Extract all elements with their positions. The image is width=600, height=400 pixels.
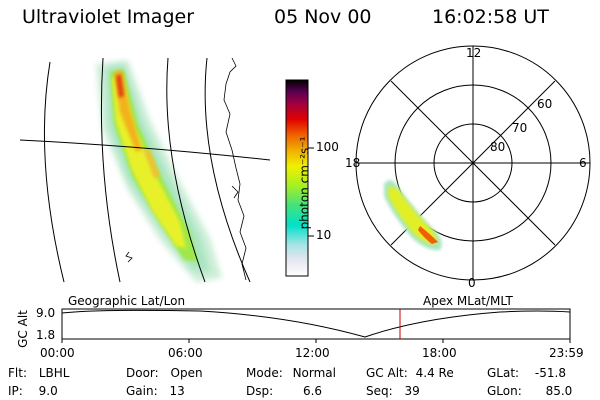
altitude-ylabel: GC Alt xyxy=(15,310,30,348)
info-glon: GLon: 85.0 xyxy=(487,384,572,398)
info-seq-value: 39 xyxy=(404,384,420,398)
info-door-value: Open xyxy=(170,366,203,380)
colorbar-gradient xyxy=(285,79,309,277)
observation-time: 16:02:58 UT xyxy=(432,6,549,28)
info-flt-value: LBHL xyxy=(38,366,70,380)
altitude-xtick-0: 00:00 xyxy=(40,346,75,360)
info-glat: GLat: -51.8 xyxy=(487,366,566,380)
info-door-label: Door: xyxy=(126,366,159,380)
altitude-ytick-bottom: 1.8 xyxy=(36,328,56,342)
polar-label-18: 18 xyxy=(345,156,361,170)
info-mode: Mode: Normal xyxy=(246,366,336,380)
polar-label-60: 60 xyxy=(537,97,553,111)
polar-label-80: 80 xyxy=(490,140,506,154)
info-seq: Seq: 39 xyxy=(366,384,420,398)
lat-lon-grid xyxy=(19,57,271,283)
instrument-title: Ultraviolet Imager xyxy=(22,6,195,28)
info-dsp-value: 6.6 xyxy=(302,384,323,398)
geographic-caption: Geographic Lat/Lon xyxy=(68,294,186,308)
info-ip-label: IP: xyxy=(8,384,23,398)
altitude-xtick-2: 12:00 xyxy=(295,346,330,360)
polar-label-6: 6 xyxy=(579,156,587,170)
info-flt-label: Flt: xyxy=(8,366,27,380)
altitude-xtick-4: 23:59 xyxy=(549,346,584,360)
observation-date: 05 Nov 00 xyxy=(274,6,372,28)
info-door: Door: Open xyxy=(126,366,203,380)
altitude-ytick-top: 9.0 xyxy=(36,306,56,320)
info-glat-value: -51.8 xyxy=(534,366,566,380)
info-gain: Gain: 13 xyxy=(126,384,185,398)
polar-label-12: 12 xyxy=(466,46,482,60)
info-gain-value: 13 xyxy=(169,384,185,398)
info-seq-label: Seq: xyxy=(366,384,393,398)
info-glon-label: GLon: xyxy=(487,384,522,398)
altitude-xtick-3: 18:00 xyxy=(422,346,457,360)
coastline xyxy=(125,57,247,281)
info-ip-value: 9.0 xyxy=(38,384,58,398)
altitude-xtick-1: 06:00 xyxy=(168,346,203,360)
info-mode-value: Normal xyxy=(292,366,336,380)
info-ip: IP: 9.0 xyxy=(8,384,58,398)
colorbar-tick-10: 10 xyxy=(316,228,332,242)
altitude-curve xyxy=(61,309,571,338)
info-dsp: Dsp: 6.6 xyxy=(246,384,322,398)
apex-caption: Apex MLat/MLT xyxy=(423,294,513,308)
polar-label-0: 0 xyxy=(468,276,476,290)
info-glon-value: 85.0 xyxy=(545,384,573,398)
info-flt: Flt: LBHL xyxy=(8,366,69,380)
colorbar-tick-100: 100 xyxy=(316,140,339,154)
info-gcalt-label: GC Alt: xyxy=(366,366,408,380)
info-glat-label: GLat: xyxy=(487,366,520,380)
info-dsp-label: Dsp: xyxy=(246,384,274,398)
polar-label-70: 70 xyxy=(512,121,528,135)
aurora-emission xyxy=(96,60,222,282)
info-gcalt: GC Alt: 4.4 Re xyxy=(366,366,454,380)
info-gain-label: Gain: xyxy=(126,384,158,398)
polar-aurora xyxy=(384,180,442,251)
altitude-frame xyxy=(61,308,571,340)
info-gcalt-value: 4.4 Re xyxy=(415,366,454,380)
info-mode-label: Mode: xyxy=(246,366,283,380)
